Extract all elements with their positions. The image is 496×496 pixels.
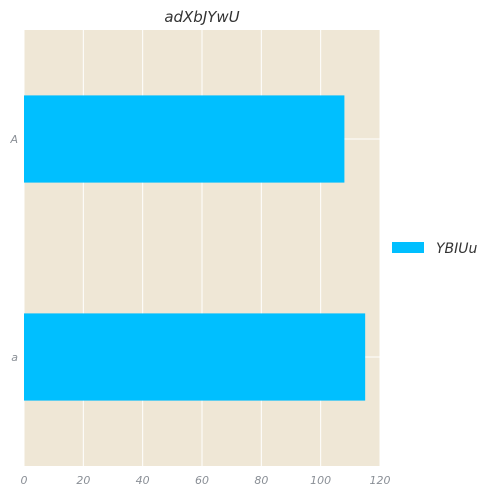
x-tick-label: 40 [136, 474, 150, 487]
bar-A [24, 95, 345, 183]
legend-label: YBIUu [436, 241, 478, 257]
legend-swatch [392, 242, 424, 253]
x-tick-label: 60 [195, 474, 209, 487]
y-tick-label: a [11, 351, 18, 364]
x-tick-label: 0 [21, 474, 28, 487]
x-axis-ticks: 0 20 40 60 80 100 120 [21, 474, 391, 487]
bars [24, 95, 366, 401]
y-axis-ticks: Aa [9, 133, 18, 364]
x-tick-label: 120 [370, 474, 391, 487]
x-tick-label: 80 [254, 474, 268, 487]
bar-a [24, 313, 366, 401]
y-tick-label: A [9, 133, 18, 146]
x-tick-label: 100 [310, 474, 331, 487]
legend: YBIUu [392, 241, 478, 257]
chart-title: adXbJYwU [164, 8, 239, 26]
x-tick-label: 20 [76, 474, 90, 487]
